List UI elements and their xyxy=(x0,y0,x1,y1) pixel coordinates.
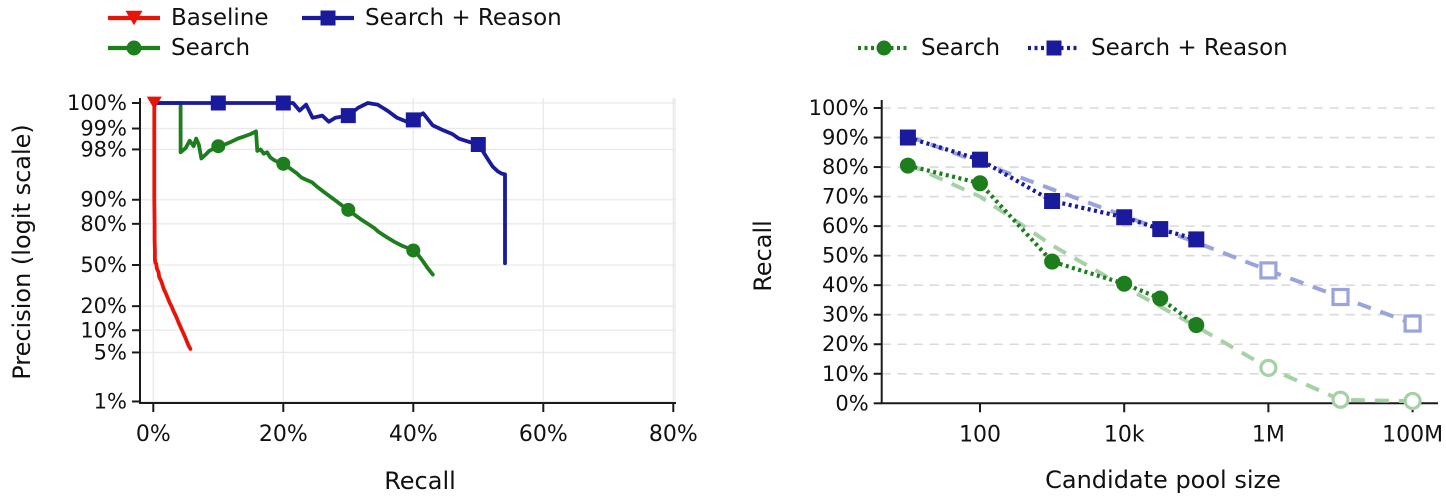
svg-text:1M: 1M xyxy=(1252,422,1285,447)
svg-text:30%: 30% xyxy=(822,303,869,327)
legend-item-search-reason: Search + Reason xyxy=(300,5,562,31)
legend-item-search-reason-right: Search + Reason xyxy=(1026,35,1288,61)
svg-text:10k: 10k xyxy=(1104,422,1145,447)
svg-text:100%: 100% xyxy=(809,96,869,120)
legend-item-baseline: Baseline xyxy=(106,5,269,31)
baseline-legend-marker xyxy=(108,10,160,26)
svg-text:80%: 80% xyxy=(80,212,127,236)
svg-text:0%: 0% xyxy=(835,391,868,415)
svg-text:20%: 20% xyxy=(80,294,127,318)
search-reason-right-legend-marker xyxy=(1028,40,1080,56)
svg-text:0%: 0% xyxy=(136,422,171,447)
baseline-legend-label: Baseline xyxy=(171,5,269,31)
svg-text:50%: 50% xyxy=(822,244,869,268)
right-x-axis-label: Candidate pool size xyxy=(1045,466,1281,494)
svg-text:60%: 60% xyxy=(822,214,869,238)
svg-text:50%: 50% xyxy=(80,253,127,277)
svg-text:80%: 80% xyxy=(649,422,698,447)
svg-text:80%: 80% xyxy=(822,155,869,179)
svg-text:40%: 40% xyxy=(822,273,869,297)
svg-text:10%: 10% xyxy=(822,362,869,386)
svg-text:10%: 10% xyxy=(80,318,127,342)
svg-text:70%: 70% xyxy=(822,185,869,209)
svg-text:100M: 100M xyxy=(1382,422,1443,447)
svg-text:90%: 90% xyxy=(822,126,869,150)
svg-text:20%: 20% xyxy=(259,422,308,447)
svg-text:99%: 99% xyxy=(80,117,127,141)
right-y-axis-label: Recall xyxy=(749,220,777,292)
left-x-axis-label: Recall xyxy=(384,467,456,495)
svg-text:100%: 100% xyxy=(67,91,127,115)
svg-text:60%: 60% xyxy=(519,422,568,447)
search-reason-legend-label: Search + Reason xyxy=(365,5,562,31)
svg-text:5%: 5% xyxy=(94,340,127,364)
svg-text:90%: 90% xyxy=(80,188,127,212)
svg-text:20%: 20% xyxy=(822,332,869,356)
svg-text:100: 100 xyxy=(959,422,1001,447)
search-right-legend-label: Search xyxy=(921,35,1001,61)
search-right-legend-marker xyxy=(858,40,910,56)
svg-text:40%: 40% xyxy=(389,422,438,447)
recall-vs-pool-plot: 0% 10% 20% 30% 40% 50% 60% 70% 80% 90% 100% 100 10k 1… xyxy=(809,96,1443,447)
search-legend-marker xyxy=(108,40,160,56)
legend-item-search-right: Search xyxy=(856,35,1000,61)
legend-item-search: Search xyxy=(106,35,250,61)
search-legend-label: Search xyxy=(171,35,251,61)
svg-text:98%: 98% xyxy=(80,137,127,161)
svg-text:1%: 1% xyxy=(94,389,127,413)
precision-recall-plot: 1%5%10%20%50%80%90%98%99%100%0% 20% 40% 60%… xyxy=(67,91,698,447)
search-reason-right-legend-label: Search + Reason xyxy=(1091,35,1288,61)
search-reason-legend-marker xyxy=(302,10,354,26)
left-y-axis-label: Precision (logit scale) xyxy=(8,124,36,380)
